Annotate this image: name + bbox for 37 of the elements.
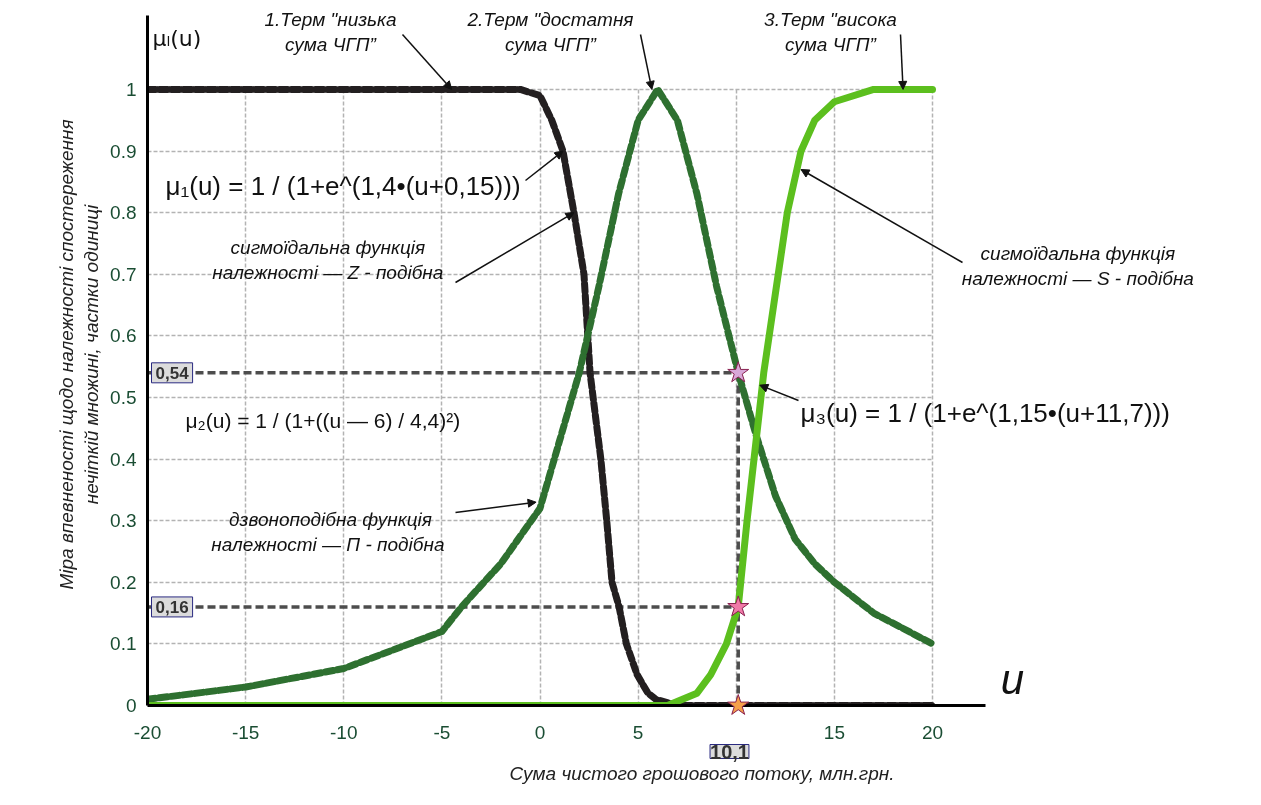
annotation: μ₂(u) = 1 / (1+((u — 6) / 4,4)²) [185,409,461,432]
y-tick-label: 0.2 [110,571,137,593]
y-tick-label: 0 [125,695,137,716]
y-tick-label: 0.9 [110,140,137,162]
ref-line-label: 0,54 [155,363,190,383]
ref-line-label: 0,16 [155,597,189,617]
point [727,361,750,383]
y-axis-title: Міра впевненості щодо належності спостереження нечіткій множині, частки одиниці [55,119,103,590]
point [727,694,750,715]
y-tick-label: 0.1 [110,633,137,655]
y-tick-label: 0.7 [110,263,137,285]
annotation: μₗ(u) [152,26,202,51]
annotation: сигмоїдальна функція належності — S - подібна [961,242,1194,289]
x-axis-title: Сума чистого грошового потоку, млн.грн. [509,762,895,784]
x-tick-label: 15 [823,721,845,743]
annotation: дзвоноподібна функція належності — Π - подібна [211,508,445,555]
annotation: 2.Терм "достатня сума ЧГП” [466,8,634,55]
annotation: μ₃(u) = 1 / (1+e^(1,15•(u+11,7))) [800,397,1170,428]
y-tick-label: 0.5 [110,386,137,408]
y-tick-label: 0.6 [110,325,137,347]
point [727,595,750,617]
x-tick-label: 5 [632,721,644,743]
annotation: 1.Терм "низька сума ЧГП” [264,8,397,55]
y-tick-label: 0.3 [110,510,137,532]
x-tick-label: -10 [330,721,358,743]
y-tick-label: 1 [125,78,137,100]
annotation: 3.Терм "висока сума ЧГП” [764,8,897,55]
x-tick-label: -20 [133,721,162,743]
annotation: μ₁(u) = 1 / (1+e^(1,4•(u+0,15))) [165,170,521,201]
y-tick-label: 0.8 [110,202,137,224]
x-tick-label: -5 [433,721,451,743]
x-tick-label: -15 [231,721,260,743]
y-tick-label: 0.4 [110,448,137,470]
x-tick-label: 0 [534,721,546,743]
x-tick-label: 20 [921,721,944,743]
annotation: сигмоїдальна функція належності — Z - подібна [212,236,444,283]
text: u [1000,655,1025,703]
